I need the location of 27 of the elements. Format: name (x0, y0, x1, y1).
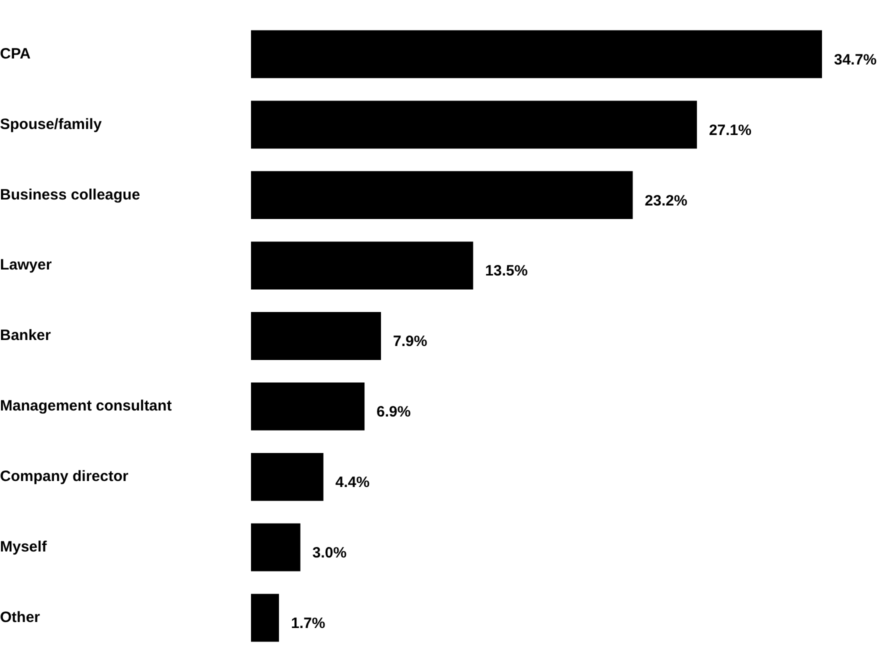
bar (251, 594, 279, 642)
bar (251, 242, 474, 290)
y-tick-label: Business colleague (0, 186, 140, 204)
data-label: 4.4% (335, 474, 370, 492)
bar (251, 452, 324, 501)
y-tick-label: Company director (0, 468, 129, 486)
bar (251, 382, 365, 430)
y-tick-label: Spouse/family (0, 116, 102, 133)
data-label: 3.0% (312, 544, 347, 562)
bar (251, 30, 822, 78)
y-tick-label: CPA (0, 45, 31, 62)
data-label: 13.5% (485, 262, 528, 280)
bar (251, 100, 697, 149)
y-tick-label: Lawyer (0, 256, 52, 274)
bar (251, 312, 381, 360)
y-tick-label: Myself (0, 538, 48, 556)
data-label: 1.7% (290, 614, 326, 632)
y-tick-label: Other (0, 608, 40, 626)
data-label: 23.2% (644, 192, 688, 210)
bar (251, 171, 633, 220)
y-tick-label: Banker (0, 327, 52, 344)
bar (251, 523, 300, 572)
y-tick-label: Management consultant (0, 398, 172, 415)
data-label: 7.9% (392, 333, 428, 350)
data-label: 27.1% (708, 122, 752, 139)
data-label: 34.7% (834, 51, 877, 68)
data-label: 6.9% (376, 404, 411, 421)
